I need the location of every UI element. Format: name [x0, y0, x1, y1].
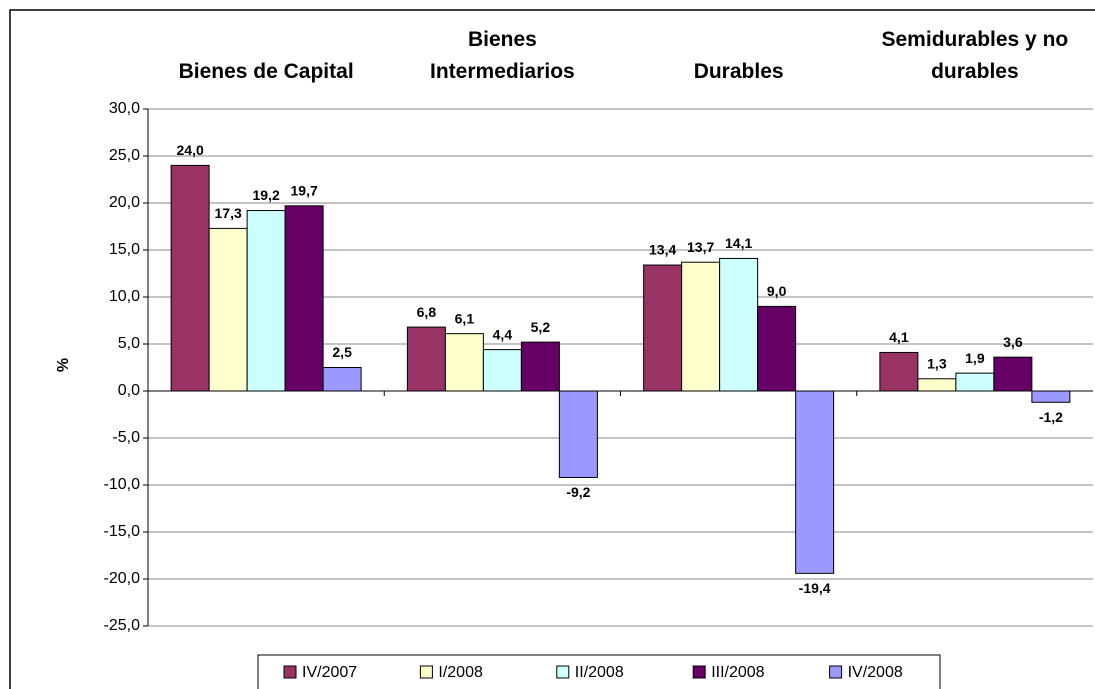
bar — [955, 372, 995, 392]
value-label: -19,4 — [799, 580, 831, 596]
legend-swatch — [556, 665, 570, 679]
bar — [757, 305, 797, 392]
value-label: -9,2 — [566, 484, 590, 500]
legend-label: II/2008 — [575, 664, 624, 681]
bar — [482, 349, 522, 392]
y-tick-label: -25,0 — [104, 617, 141, 634]
y-tick-label: 30,0 — [109, 100, 140, 117]
legend-swatch — [829, 665, 843, 679]
bar — [444, 333, 484, 392]
category-label: Semidurables y no durables — [881, 28, 1069, 83]
bar — [406, 326, 446, 392]
y-tick-label: 15,0 — [109, 241, 140, 258]
value-label: 2,5 — [332, 344, 352, 360]
legend-label: IV/2007 — [302, 664, 357, 681]
value-label: 13,7 — [687, 239, 714, 255]
bar — [879, 351, 919, 392]
bar — [719, 257, 759, 392]
value-label: 1,9 — [965, 350, 985, 366]
y-tick-label: -15,0 — [104, 523, 141, 540]
bar — [917, 378, 957, 392]
bar — [681, 261, 721, 392]
y-tick-label: 20,0 — [109, 194, 140, 211]
value-label: 9,0 — [767, 283, 787, 299]
bar — [170, 164, 210, 392]
value-label: 5,2 — [531, 319, 551, 335]
category-label: Bienes Intermediarios — [430, 28, 575, 83]
bar — [795, 390, 835, 574]
value-label: 24,0 — [177, 142, 204, 158]
bar — [558, 390, 598, 478]
value-label: 6,1 — [455, 310, 475, 326]
legend-label: I/2008 — [438, 664, 483, 681]
legend-label: III/2008 — [711, 664, 764, 681]
value-label: 17,3 — [215, 205, 242, 221]
category-label: Durables — [693, 60, 784, 83]
value-label: 4,4 — [493, 326, 513, 342]
bar — [284, 205, 324, 392]
legend-label: IV/2008 — [848, 664, 903, 681]
y-tick-label: 25,0 — [109, 147, 140, 164]
y-tick-label: 0,0 — [118, 382, 140, 399]
value-label: 14,1 — [725, 235, 752, 251]
value-label: -1,2 — [1039, 409, 1063, 425]
bar — [1031, 390, 1071, 403]
value-label: 19,7 — [291, 183, 318, 199]
value-label: 3,6 — [1003, 334, 1023, 350]
y-tick-label: -10,0 — [104, 476, 141, 493]
bar — [643, 264, 683, 392]
legend-box — [257, 654, 941, 689]
y-tick-label: 10,0 — [109, 288, 140, 305]
legend-swatch — [419, 665, 433, 679]
bar — [322, 367, 362, 392]
legend-swatch — [283, 665, 297, 679]
category-label: Bienes de Capital — [178, 60, 354, 83]
y-tick-label: -5,0 — [112, 429, 140, 446]
value-label: 19,2 — [253, 187, 280, 203]
value-label: 1,3 — [927, 355, 947, 371]
value-label: 6,8 — [417, 304, 437, 320]
y-tick-label: -20,0 — [104, 570, 141, 587]
legend-swatch — [692, 665, 706, 679]
value-label: 13,4 — [649, 242, 676, 258]
y-tick-label: 5,0 — [118, 335, 140, 352]
y-axis-label: % — [55, 358, 72, 372]
bar — [246, 210, 286, 392]
bar — [208, 227, 248, 392]
value-label: 4,1 — [889, 329, 909, 345]
bar — [993, 356, 1033, 392]
bar — [520, 341, 560, 392]
